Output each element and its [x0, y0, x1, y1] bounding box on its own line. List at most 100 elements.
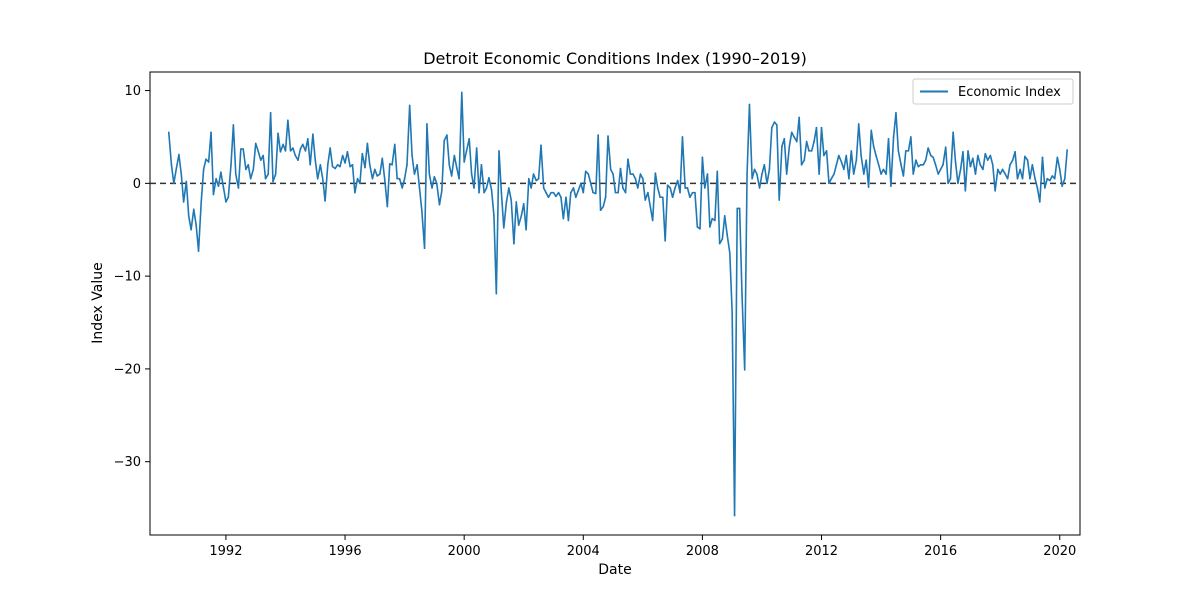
data-point [815, 126, 818, 129]
data-point [602, 205, 605, 208]
data-point [460, 91, 463, 94]
data-point [711, 217, 714, 220]
data-point [857, 123, 860, 125]
data-point [319, 163, 322, 166]
data-point [307, 138, 309, 140]
data-point [393, 143, 396, 146]
y-tick-label: 10 [124, 84, 141, 99]
data-point [793, 136, 795, 138]
data-point [634, 177, 637, 180]
data-point [1011, 159, 1014, 161]
data-point [222, 187, 225, 189]
data-point [895, 112, 897, 114]
data-point [433, 176, 436, 178]
data-point [592, 191, 594, 194]
x-tick-label: 2004 [567, 544, 600, 559]
data-point [870, 129, 873, 132]
data-point [192, 208, 195, 211]
data-point [733, 514, 736, 517]
data-point [391, 163, 393, 166]
data-point [314, 159, 317, 161]
data-point [887, 138, 890, 140]
data-point [210, 131, 212, 134]
data-point [810, 150, 813, 152]
data-point [170, 163, 173, 166]
data-point [398, 177, 401, 180]
data-point [805, 140, 808, 143]
data-point [671, 196, 674, 199]
data-point [664, 240, 666, 242]
data-point [470, 173, 473, 175]
data-point [1026, 159, 1029, 161]
data-point [1041, 156, 1044, 159]
data-point [175, 168, 178, 171]
y-axis-title: Index Value [90, 262, 106, 343]
data-point [823, 154, 825, 157]
data-point [748, 103, 751, 106]
data-point [949, 177, 952, 180]
data-point [202, 168, 205, 171]
data-point [927, 147, 929, 149]
y-tick-label: 0 [133, 177, 141, 192]
data-point [666, 184, 669, 186]
data-point [729, 252, 731, 254]
data-point [689, 196, 691, 199]
data-point [584, 170, 587, 173]
data-point [776, 124, 778, 126]
data-point [1056, 156, 1059, 159]
data-point [699, 228, 701, 230]
data-point [304, 150, 307, 152]
legend-label: Economic Index [958, 85, 1061, 100]
data-point [542, 187, 545, 189]
data-point [977, 154, 979, 157]
data-point [374, 168, 376, 171]
data-point [642, 177, 644, 180]
x-tick-label: 2020 [1043, 544, 1076, 559]
data-point [882, 168, 885, 171]
data-point [939, 168, 942, 171]
data-point [761, 173, 763, 175]
data-point [510, 199, 513, 201]
data-point [736, 207, 739, 210]
data-point [681, 136, 684, 138]
data-point [679, 191, 681, 194]
data-point [450, 175, 453, 177]
data-point [227, 196, 230, 199]
data-point [545, 191, 547, 194]
data-point [299, 148, 302, 150]
data-point [580, 182, 582, 185]
data-point [485, 187, 488, 189]
data-point [406, 163, 408, 166]
data-point [875, 154, 877, 157]
data-point [627, 158, 629, 161]
data-point [463, 161, 465, 163]
data-point [867, 186, 870, 188]
data-point [1044, 187, 1046, 189]
data-point [421, 210, 423, 212]
data-point [721, 238, 724, 240]
data-point [217, 185, 220, 187]
data-point [589, 182, 592, 185]
data-point [714, 219, 716, 222]
data-point [686, 187, 689, 189]
data-point [848, 177, 850, 180]
data-point [800, 163, 803, 166]
data-point [694, 191, 696, 194]
data-point [386, 205, 389, 208]
data-point [1053, 177, 1056, 180]
data-point [701, 156, 704, 159]
data-point [632, 173, 634, 175]
y-tick-label: −10 [114, 270, 141, 285]
data-point [703, 187, 706, 189]
data-point [220, 171, 222, 174]
data-point [292, 147, 294, 149]
x-tick-label: 2016 [924, 544, 957, 559]
data-point [354, 191, 356, 194]
data-point [480, 163, 483, 166]
data-point [890, 185, 892, 187]
data-point [773, 121, 776, 123]
x-tick-label: 1992 [209, 544, 242, 559]
data-point [696, 226, 699, 228]
data-point [448, 163, 451, 166]
